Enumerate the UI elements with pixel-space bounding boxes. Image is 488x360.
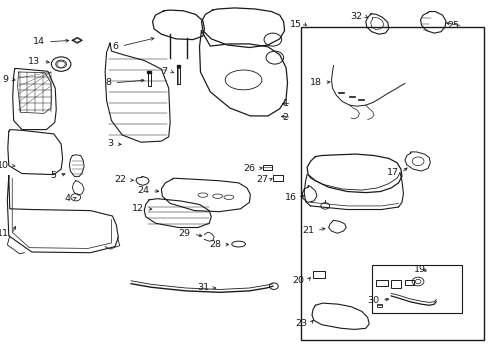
Text: 16: 16 (285, 194, 297, 202)
Text: 20: 20 (291, 276, 304, 285)
Text: 17: 17 (386, 168, 398, 177)
Bar (147, 71, 151, 73)
Bar (263, 165, 271, 170)
Text: 32: 32 (350, 12, 362, 21)
Bar (371, 265, 461, 313)
Text: 4: 4 (65, 194, 71, 203)
Text: 21: 21 (301, 226, 313, 235)
Text: 22: 22 (114, 175, 126, 184)
Text: 28: 28 (208, 240, 221, 249)
Text: 19: 19 (413, 266, 426, 274)
Bar (176, 65, 180, 67)
Bar (312, 271, 325, 278)
Text: 7: 7 (161, 67, 167, 76)
Bar (376, 304, 382, 307)
Bar (272, 175, 282, 181)
Text: 3: 3 (107, 139, 113, 148)
Text: 29: 29 (178, 230, 190, 239)
Text: 12: 12 (132, 204, 144, 213)
Text: 15: 15 (289, 20, 302, 29)
Bar (390, 280, 400, 288)
Text: 2: 2 (282, 113, 288, 122)
Text: 5: 5 (50, 171, 56, 180)
Text: 27: 27 (255, 175, 267, 184)
Text: 14: 14 (33, 37, 45, 46)
Text: 9: 9 (3, 75, 9, 84)
Text: 24: 24 (137, 186, 149, 195)
Bar (375, 280, 387, 286)
Text: 11: 11 (0, 230, 9, 239)
Text: 6: 6 (112, 41, 118, 50)
Text: 30: 30 (366, 296, 378, 305)
Text: 23: 23 (294, 320, 306, 328)
Text: 18: 18 (309, 78, 321, 87)
Bar (300, 27, 483, 340)
Text: 8: 8 (105, 78, 111, 87)
Text: 25: 25 (447, 21, 459, 30)
Text: 1: 1 (282, 99, 288, 108)
Text: 13: 13 (28, 57, 40, 66)
Text: 10: 10 (0, 161, 9, 170)
Bar (404, 280, 413, 285)
Text: 31: 31 (197, 284, 209, 292)
Text: 26: 26 (243, 164, 255, 173)
